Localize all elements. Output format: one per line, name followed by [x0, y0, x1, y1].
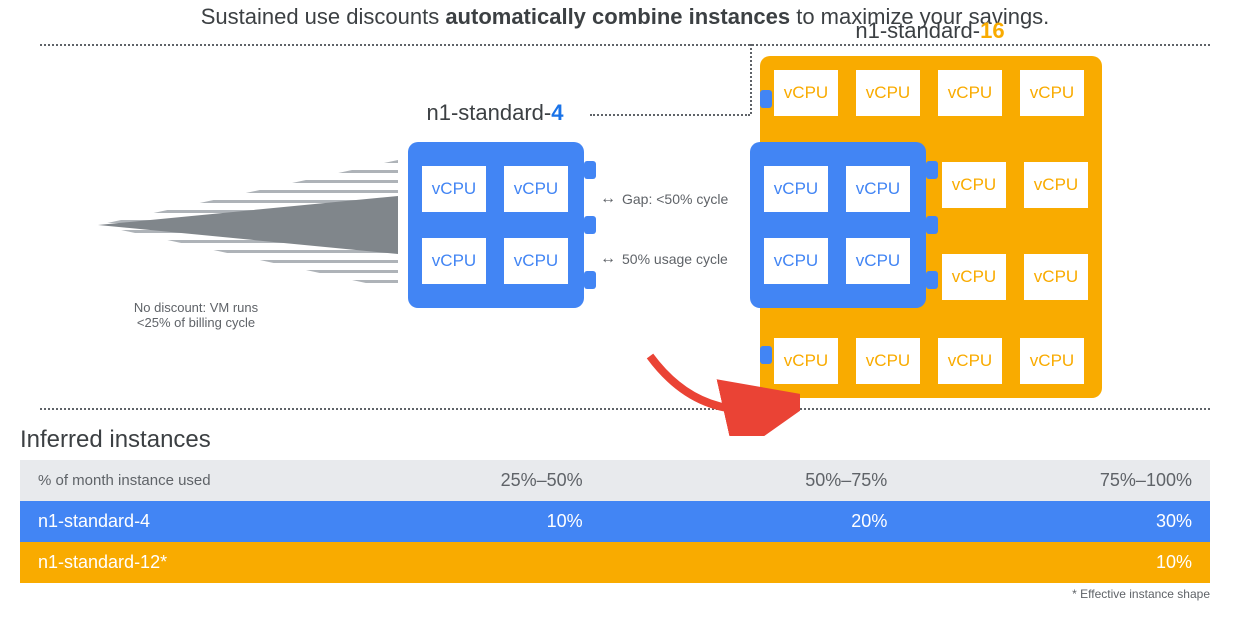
table-cell: 30%: [905, 501, 1210, 542]
blue1-row2: vCPU vCPU: [422, 238, 568, 284]
vcpu-box: vCPU: [942, 254, 1006, 300]
ns16-prefix: n1-standard-: [855, 18, 980, 43]
row-yellow-name: n1-standard-12: [38, 552, 160, 573]
table-footnote: * Effective instance shape: [20, 587, 1210, 601]
vcpu-box: vCPU: [846, 238, 910, 284]
ns4-suffix: 4: [551, 100, 563, 125]
table-cell: 10%: [905, 542, 1210, 583]
ns4-leader-dotted: [590, 114, 750, 116]
top-divider-dotted: [40, 44, 1210, 46]
gap-label-top: ↔ Gap: <50% cycle: [600, 190, 728, 208]
diagram-canvas: Sustained use discounts automatically co…: [0, 0, 1250, 625]
inferred-table: % of month instance used 25%–50% 50%–75%…: [20, 460, 1210, 601]
blue-container-1: vCPU vCPU vCPU vCPU: [408, 142, 584, 308]
table-cell: [296, 542, 601, 583]
yellow-row-top: vCPU vCPU vCPU vCPU: [774, 70, 1084, 116]
blue1-row1: vCPU vCPU: [422, 166, 568, 212]
notch-tooth: [926, 216, 938, 234]
double-arrow-icon: ↔: [600, 190, 616, 208]
yellow-row-mid2: vCPU vCPU: [942, 254, 1088, 300]
header-label-cell: % of month instance used: [20, 460, 296, 501]
n1-standard-16-label: n1-standard-16: [830, 18, 1030, 44]
gap-cycle-text: 50% usage cycle: [622, 251, 728, 267]
vcpu-box: vCPU: [422, 166, 486, 212]
vcpu-box: vCPU: [942, 162, 1006, 208]
notch-tooth: [926, 161, 938, 179]
vcpu-box: vCPU: [1020, 338, 1084, 384]
table-grid: % of month instance used 25%–50% 50%–75%…: [20, 460, 1210, 583]
vcpu-box: vCPU: [856, 338, 920, 384]
blue2-row1: vCPU vCPU: [764, 166, 910, 212]
gap-small-text: Gap: <50% cycle: [622, 191, 728, 207]
ns4-prefix: n1-standard-: [427, 100, 552, 125]
table-cell: [601, 542, 906, 583]
timeblock-caption-line2: <25% of billing cycle: [96, 315, 296, 330]
vcpu-box: vCPU: [856, 70, 920, 116]
notch-tooth: [584, 271, 596, 289]
ns4-leader-vertical: [750, 44, 752, 114]
vcpu-box: vCPU: [846, 166, 910, 212]
row-yellow-star: *: [160, 552, 167, 573]
title-prefix: Sustained use discounts: [201, 4, 446, 29]
yellow-row-mid1: vCPU vCPU: [942, 162, 1088, 208]
notch-tooth: [584, 216, 596, 234]
header-cell: 75%–100%: [905, 460, 1210, 501]
vcpu-box: vCPU: [764, 166, 828, 212]
double-arrow-icon: ↔: [600, 250, 616, 268]
red-arrow-icon: [640, 346, 800, 441]
table-cell: 20%: [601, 501, 906, 542]
blue2-row2: vCPU vCPU: [764, 238, 910, 284]
vcpu-box: vCPU: [1024, 162, 1088, 208]
n1-standard-4-label: n1-standard-4: [400, 100, 590, 126]
blue2-notch-col: [926, 142, 938, 308]
gap-label-bottom: ↔ 50% usage cycle: [600, 250, 728, 268]
vcpu-box: vCPU: [504, 166, 568, 212]
page-title: Sustained use discounts automatically co…: [0, 4, 1250, 30]
bottom-divider-dotted: [40, 408, 1210, 410]
title-bold: automatically combine instances: [445, 4, 790, 29]
table-cell: 10%: [296, 501, 601, 542]
yellow-row-bottom: vCPU vCPU vCPU vCPU: [774, 338, 1084, 384]
blue-container-2: vCPU vCPU vCPU vCPU: [750, 142, 926, 308]
timeblock: [98, 160, 398, 290]
vcpu-box: vCPU: [422, 238, 486, 284]
table-row-name: n1-standard-4: [20, 501, 296, 542]
header-cell: 50%–75%: [601, 460, 906, 501]
table-title: Inferred instances: [20, 426, 211, 454]
notch-tooth: [584, 161, 596, 179]
vcpu-box: vCPU: [774, 70, 838, 116]
vcpu-box: vCPU: [938, 338, 1002, 384]
timeblock-caption: No discount: VM runs <25% of billing cyc…: [96, 300, 296, 330]
inlet-tooth: [760, 90, 772, 108]
ns16-suffix: 16: [980, 18, 1004, 43]
vcpu-box: vCPU: [938, 70, 1002, 116]
vcpu-box: vCPU: [1024, 254, 1088, 300]
vcpu-box: vCPU: [504, 238, 568, 284]
blue1-notch-col: [584, 142, 596, 308]
table-row-name: n1-standard-12*: [20, 542, 296, 583]
notch-tooth: [926, 271, 938, 289]
timeblock-caption-line1: No discount: VM runs: [96, 300, 296, 315]
vcpu-box: vCPU: [1020, 70, 1084, 116]
vcpu-box: vCPU: [764, 238, 828, 284]
header-cell: 25%–50%: [296, 460, 601, 501]
